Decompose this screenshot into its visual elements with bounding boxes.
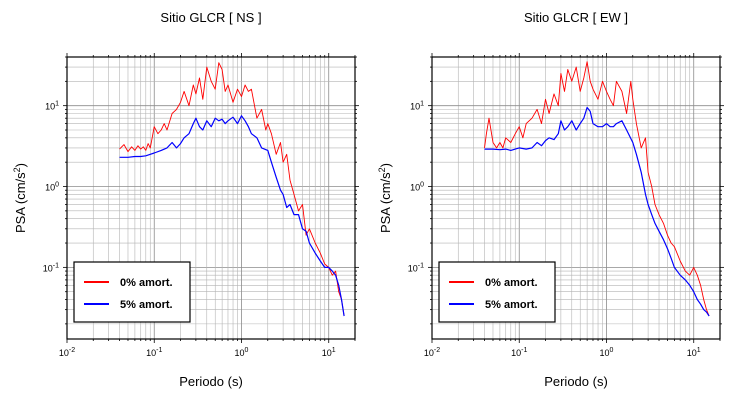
y-tick-label: 10-1 xyxy=(43,262,59,273)
legend-label: 5% amort. xyxy=(120,299,173,311)
chart-panel-ew: Sitio GLCR [ EW ]10-2 10-1 100 10110-110010… xyxy=(377,10,724,389)
x-tick-label: 100 xyxy=(235,347,249,358)
chart-title: Sitio GLCR [ NS ] xyxy=(160,10,261,25)
legend: 0% amort. 5% amort. xyxy=(438,261,556,323)
x-tick-label: 100 xyxy=(600,347,614,358)
legend-label: 0% amort. xyxy=(120,277,173,289)
x-tick-exponent: -1 xyxy=(156,347,162,354)
y-tick-exponent: -1 xyxy=(418,262,424,269)
y-tick-exponent: 0 xyxy=(420,182,424,189)
y-tick-exponent: 1 xyxy=(420,101,424,108)
y-tick-label: 10-1 xyxy=(408,262,424,273)
axis-ticks xyxy=(428,53,724,343)
y-tick-label: 100 xyxy=(45,182,59,193)
legend-label: 0% amort. xyxy=(485,277,538,289)
series-line-blue xyxy=(484,106,710,317)
y-tick-label: 100 xyxy=(410,182,424,193)
x-tick-label: 101 xyxy=(687,347,701,358)
x-tick-label: 10-1 xyxy=(146,347,162,358)
legend-box xyxy=(438,261,556,323)
axis-ticks xyxy=(63,53,359,343)
plot-frame xyxy=(66,56,356,340)
legend-box xyxy=(73,261,191,323)
x-tick-label: 101 xyxy=(322,347,336,358)
x-tick-exponent: 1 xyxy=(697,347,701,354)
x-tick-exponent: 0 xyxy=(245,347,249,354)
y-tick-label: 101 xyxy=(45,101,59,112)
y-tick-exponent: -1 xyxy=(53,262,59,269)
y-tick-label: 101 xyxy=(410,101,424,112)
series-line-blue xyxy=(119,115,345,317)
chart-panel-ns: Sitio GLCR [ NS ]10-2 10-1 100 10110-110010… xyxy=(12,10,359,389)
x-axis-label: Periodo (s) xyxy=(544,374,608,389)
legend-label: 5% amort. xyxy=(485,299,538,311)
y-tick-exponent: 0 xyxy=(55,182,59,189)
x-tick-label: 10-1 xyxy=(511,347,527,358)
y-axis-label-close: ) xyxy=(378,163,393,167)
plot-frame xyxy=(431,56,721,340)
x-tick-label: 10-2 xyxy=(424,347,440,358)
series-line-red xyxy=(484,61,710,317)
x-tick-exponent: -1 xyxy=(521,347,527,354)
y-axis-label: PSA (cm/s2) xyxy=(377,163,393,233)
y-tick-exponent: 1 xyxy=(55,101,59,108)
y-axis-label: PSA (cm/s2) xyxy=(12,163,28,233)
x-tick-exponent: -2 xyxy=(69,347,75,354)
grid xyxy=(432,57,720,339)
x-tick-label: 10-2 xyxy=(59,347,75,358)
x-axis-label: Periodo (s) xyxy=(179,374,243,389)
y-axis-label-superscript: 2 xyxy=(12,167,22,172)
legend: 0% amort. 5% amort. xyxy=(73,261,191,323)
x-tick-exponent: -2 xyxy=(434,347,440,354)
x-tick-exponent: 1 xyxy=(332,347,336,354)
y-axis-label-superscript: 2 xyxy=(377,167,387,172)
x-tick-exponent: 0 xyxy=(610,347,614,354)
chart-title: Sitio GLCR [ EW ] xyxy=(524,10,628,25)
y-axis-label-close: ) xyxy=(13,163,28,167)
